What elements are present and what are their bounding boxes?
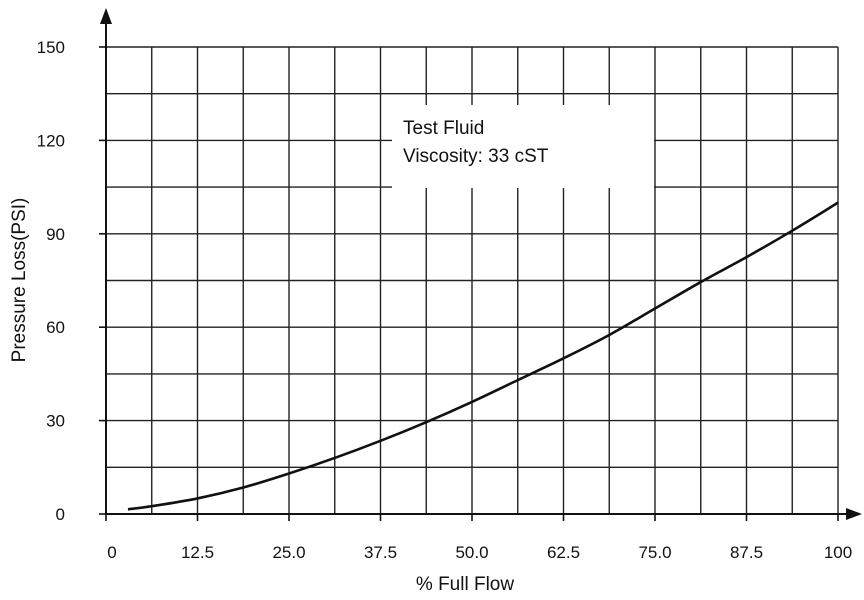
x-axis-arrow: [846, 508, 862, 520]
pressure-loss-curve: [127, 201, 839, 511]
x-tick-label: 25.0: [272, 543, 305, 562]
x-tick-label: 100: [824, 543, 852, 562]
y-tick-label: 120: [37, 131, 65, 150]
y-tick-labels: 0 30 60 90 120 150: [37, 38, 106, 524]
y-tick-label: 60: [46, 318, 65, 337]
axes: [100, 8, 862, 520]
x-tick-label: 37.5: [364, 543, 397, 562]
y-tick-label: 30: [46, 412, 65, 431]
x-tick-labels: 0 12.5 25.0 37.5 50.0 62.5 75.0 87.5 100: [105, 514, 852, 562]
y-axis-arrow: [100, 8, 112, 24]
legend-line-2: Viscosity: 33 cST: [403, 146, 549, 167]
x-axis-title: % Full Flow: [416, 574, 514, 595]
y-tick-label: 90: [46, 225, 65, 244]
x-tick-label: 0: [107, 543, 116, 562]
x-tick-label: 12.5: [181, 543, 214, 562]
grid: [106, 46, 839, 514]
y-tick-label: 0: [56, 505, 65, 524]
legend-background: [392, 105, 654, 188]
x-tick-label: 75.0: [638, 543, 671, 562]
y-tick-label: 150: [37, 38, 65, 57]
x-tick-label: 50.0: [455, 543, 488, 562]
legend-line-1: Test Fluid: [403, 118, 484, 139]
x-tick-label: 62.5: [547, 543, 580, 562]
legend-box: Test Fluid Viscosity: 33 cST: [392, 105, 654, 188]
x-tick-label: 87.5: [730, 543, 763, 562]
y-axis-title: Pressure Loss(PSI): [9, 198, 30, 363]
series-group: [127, 201, 839, 511]
